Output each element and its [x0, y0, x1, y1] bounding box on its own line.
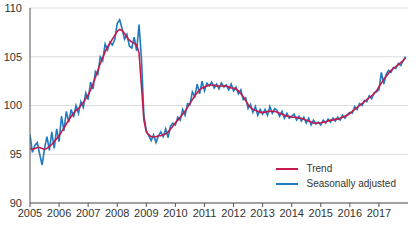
svg-text:100: 100: [8, 99, 22, 111]
svg-text:105: 105: [8, 51, 22, 63]
svg-text:2011: 2011: [193, 207, 217, 219]
svg-text:2013: 2013: [250, 207, 274, 219]
svg-text:2010: 2010: [163, 207, 187, 219]
svg-text:2008: 2008: [105, 207, 129, 219]
svg-text:2014: 2014: [279, 207, 303, 219]
svg-text:90: 90: [10, 197, 22, 209]
svg-text:2017: 2017: [367, 207, 391, 219]
svg-text:110: 110: [8, 2, 22, 14]
svg-text:2005: 2005: [17, 206, 43, 219]
svg-text:95: 95: [10, 148, 22, 160]
svg-text:2007: 2007: [76, 207, 100, 219]
svg-text:2006: 2006: [47, 207, 71, 219]
svg-text:2012: 2012: [221, 207, 245, 219]
svg-text:2015: 2015: [309, 207, 333, 219]
svg-text:2009: 2009: [134, 207, 158, 219]
svg-text:2016: 2016: [338, 207, 362, 219]
html-text:Seasonally adjusted: Seasonally adjusted: [306, 178, 396, 189]
html-text:Trend: Trend: [306, 163, 333, 174]
